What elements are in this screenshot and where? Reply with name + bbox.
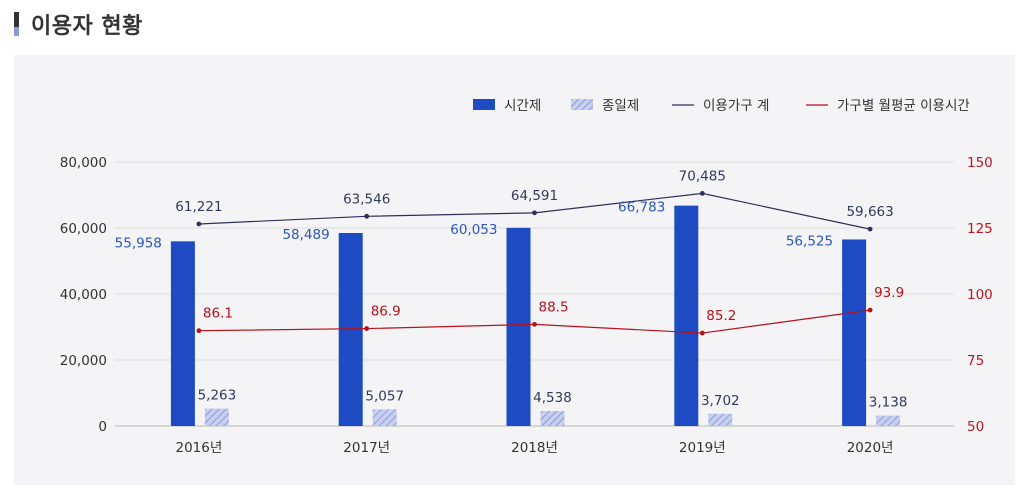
bar-time <box>842 239 867 426</box>
avg-time-label: 93.9 <box>874 285 904 301</box>
avg-time-label: 86.1 <box>203 306 233 322</box>
households-point <box>699 190 705 196</box>
lines <box>196 190 873 336</box>
bar-day <box>876 415 901 426</box>
left-axis-tick-label: 20,000 <box>60 353 107 369</box>
avg-time-point <box>699 330 705 336</box>
households-label: 63,546 <box>343 191 390 207</box>
bar-day-label: 5,057 <box>365 388 404 404</box>
right-axis-tick-label: 150 <box>967 155 993 171</box>
x-axis-tick-label: 2020년 <box>847 440 894 456</box>
bar-day-label: 3,138 <box>869 395 908 411</box>
bar-time <box>506 227 531 426</box>
page-title-text: 이용자 현황 <box>31 14 143 39</box>
bar-time-label: 55,958 <box>115 235 162 251</box>
legend-label: 시간제 <box>504 98 541 114</box>
avg-time-line <box>198 309 871 334</box>
bar-day-label: 4,538 <box>533 390 572 406</box>
bar-day <box>708 413 733 426</box>
page-title: 이용자 현황 <box>14 6 143 42</box>
bar-time-label: 66,783 <box>618 200 665 216</box>
data-labels: 55,958 5,263 58,489 5,057 60,053 4,538 66,783 3… <box>115 168 908 410</box>
legend-label: 가구별 월평균 이용시간 <box>837 98 970 114</box>
bar-time <box>674 205 699 426</box>
households-label: 59,663 <box>846 204 893 220</box>
bar-time-label: 56,525 <box>786 233 833 249</box>
bar-day <box>540 411 565 426</box>
legend-swatch-time <box>473 99 495 110</box>
bar-day <box>204 408 229 426</box>
legend-label: 이용가구 계 <box>703 98 769 114</box>
grid-lines <box>115 161 954 427</box>
avg-time-point <box>196 328 202 334</box>
avg-time-point <box>532 321 537 327</box>
x-axis-tick-label: 2017년 <box>343 440 390 456</box>
households-point <box>532 210 537 216</box>
x-axis-tick-label: 2019년 <box>679 440 726 456</box>
households-label: 61,221 <box>175 199 222 215</box>
bars <box>170 205 901 426</box>
households-label: 64,591 <box>511 188 558 204</box>
left-axis-tick-label: 0 <box>98 419 107 435</box>
households-point <box>196 221 202 227</box>
bar-day-label: 3,702 <box>701 393 740 409</box>
avg-time-point <box>364 326 370 331</box>
avg-time-label: 86.9 <box>371 304 401 320</box>
households-point <box>364 213 370 219</box>
left-axis-tick-label: 80,000 <box>60 155 107 171</box>
x-axis-tick-label: 2018년 <box>511 440 558 456</box>
avg-time-label: 88.5 <box>539 299 569 315</box>
right-axis-tick-label: 75 <box>967 353 984 369</box>
avg-time-point <box>867 307 873 313</box>
left-axis-tick-label: 40,000 <box>60 287 107 303</box>
bar-time-label: 60,053 <box>450 222 497 238</box>
avg-time-label: 85.2 <box>706 308 736 324</box>
right-axis-tick-label: 125 <box>967 221 993 237</box>
right-axis-tick-label: 50 <box>967 419 984 435</box>
households-point <box>867 226 873 232</box>
legend-label: 종일제 <box>602 98 639 114</box>
bar-day <box>372 409 397 426</box>
bar-time <box>338 232 363 426</box>
x-axis-tick-label: 2016년 <box>176 440 223 456</box>
bar-time-label: 58,489 <box>282 227 329 243</box>
bar-time <box>170 241 195 426</box>
axes: 0 20,000 40,000 60,000 80,000 50 75 100 125 150 20… <box>60 155 993 456</box>
title-accent-bar <box>14 12 19 36</box>
legend-swatch-day <box>571 99 593 110</box>
chart-panel: 0 20,000 40,000 60,000 80,000 50 75 100 125 150 20… <box>14 55 1015 485</box>
households-label: 70,485 <box>679 168 726 184</box>
left-axis-tick-label: 60,000 <box>60 221 107 237</box>
bar-day-label: 5,263 <box>198 388 237 404</box>
legend: 시간제 종일제 이용가구 계 가구별 월평균 이용시간 <box>473 98 970 114</box>
usage-chart: 0 20,000 40,000 60,000 80,000 50 75 100 125 150 20… <box>60 98 993 456</box>
right-axis-tick-label: 100 <box>967 287 993 303</box>
